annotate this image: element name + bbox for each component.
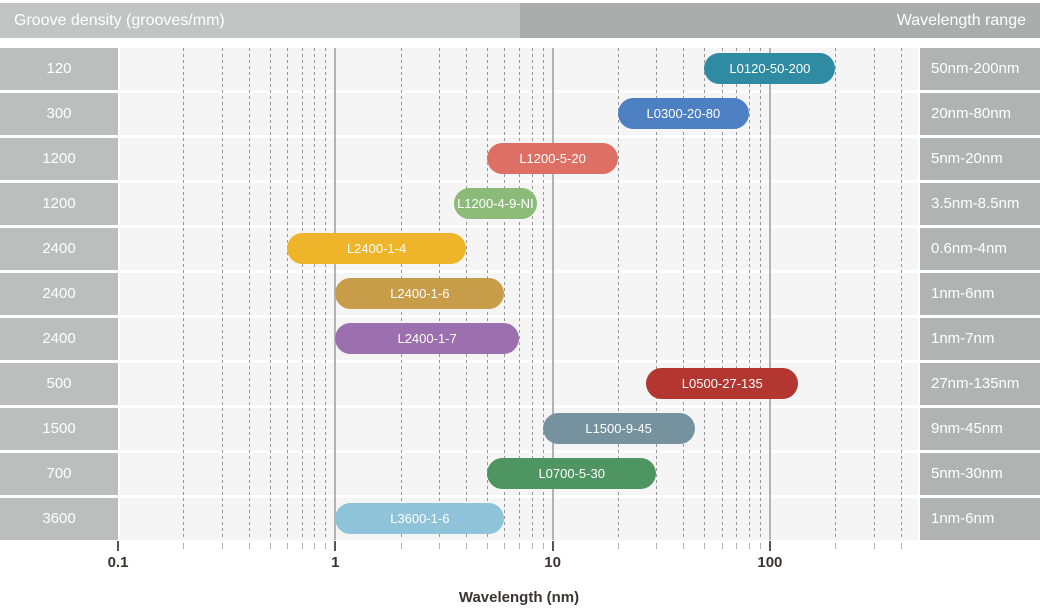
row-plot-strip: L2400-1-7	[120, 318, 918, 360]
row-plot-strip: L0300-20-80	[120, 93, 918, 135]
axis-minor-tick	[487, 543, 489, 549]
axis-minor-tick	[438, 543, 440, 549]
groove-density-cell: 1500	[0, 408, 118, 450]
axis-minor-tick	[873, 543, 875, 549]
groove-density-header: Groove density (grooves/mm)	[0, 3, 520, 38]
groove-density-cell: 3600	[0, 498, 118, 540]
axis-major-tick	[117, 541, 119, 551]
axis-major-tick	[551, 541, 554, 551]
wavelength-range-cell: 5nm-20nm	[920, 138, 1040, 180]
axis-minor-tick	[704, 543, 706, 549]
axis-minor-tick	[287, 543, 289, 549]
axis-minor-tick	[759, 543, 761, 549]
axis-tick-label: 0.1	[107, 554, 129, 571]
groove-density-cell: 2400	[0, 273, 118, 315]
grating-range-bar: L2400-1-4	[287, 233, 467, 264]
axis-minor-tick	[835, 543, 837, 549]
axis-minor-tick	[748, 543, 750, 549]
wavelength-range-cell: 1nm-6nm	[920, 273, 1040, 315]
axis-major-tick	[334, 541, 337, 551]
groove-density-cell: 2400	[0, 318, 118, 360]
axis-minor-tick	[301, 543, 303, 549]
row-plot-strip: L1200-4-9-NI	[120, 183, 918, 225]
axis-tick-label: 10	[544, 554, 561, 571]
grating-range-bar: L2400-1-6	[335, 278, 505, 309]
axis-minor-tick	[325, 543, 327, 549]
groove-density-cell: 1200	[0, 138, 118, 180]
grating-range-bar: L1500-9-45	[542, 413, 695, 444]
axis-minor-tick	[721, 543, 723, 549]
grating-range-bar: L0300-20-80	[618, 98, 749, 129]
axis-minor-tick	[504, 543, 506, 549]
row-plot-strip: L3600-1-6	[120, 498, 918, 540]
axis-minor-tick	[518, 543, 520, 549]
axis-minor-tick	[900, 543, 902, 549]
wavelength-range-header: Wavelength range	[520, 3, 1040, 38]
row-plot-strip: L0500-27-135	[120, 363, 918, 405]
wavelength-range-cell: 27nm-135nm	[920, 363, 1040, 405]
axis-minor-tick	[269, 543, 271, 549]
axis-minor-tick	[618, 543, 619, 549]
wavelength-range-cell: 5nm-30nm	[920, 453, 1040, 495]
grating-range-bar: L0120-50-200	[704, 53, 836, 84]
wavelength-range-cell: 1nm-7nm	[920, 318, 1040, 360]
axis-minor-tick	[542, 543, 544, 549]
wavelength-range-cell: 3.5nm-8.5nm	[920, 183, 1040, 225]
grating-range-bar: L0500-27-135	[646, 368, 799, 399]
axis-minor-tick	[248, 543, 250, 549]
axis-minor-tick	[221, 543, 223, 549]
axis-minor-tick	[400, 543, 402, 549]
axis-tick-label: 100	[757, 554, 783, 571]
axis-minor-tick	[531, 543, 533, 549]
groove-density-cell: 300	[0, 93, 118, 135]
groove-density-cell: 1200	[0, 183, 118, 225]
grating-range-bar: L3600-1-6	[335, 503, 505, 534]
row-plot-strip: L2400-1-6	[120, 273, 918, 315]
row-plot-strip: L0120-50-200	[120, 48, 918, 90]
wavelength-range-cell: 20nm-80nm	[920, 93, 1040, 135]
row-plot-strip: L1500-9-45	[120, 408, 918, 450]
axis-tick-label: 1	[331, 554, 340, 571]
axis-minor-tick	[466, 543, 468, 549]
groove-density-cell: 120	[0, 48, 118, 90]
grating-range-bar: L1200-4-9-NI	[453, 188, 538, 219]
wavelength-range-cell: 0.6nm-4nm	[920, 228, 1040, 270]
groove-density-cell: 700	[0, 453, 118, 495]
grating-range-bar: L1200-5-20	[487, 143, 618, 174]
axis-minor-tick	[656, 543, 658, 549]
wavelength-range-cell: 9nm-45nm	[920, 408, 1040, 450]
wavelength-range-cell: 50nm-200nm	[920, 48, 1040, 90]
axis-minor-tick	[736, 543, 738, 549]
row-plot-strip: L1200-5-20	[120, 138, 918, 180]
row-plot-strip: L2400-1-4	[120, 228, 918, 270]
grating-range-bar: L0700-5-30	[487, 458, 657, 489]
axis-minor-tick	[683, 543, 685, 549]
row-plot-strip: L0700-5-30	[120, 453, 918, 495]
groove-density-cell: 500	[0, 363, 118, 405]
axis-minor-tick	[314, 543, 316, 549]
axis-major-tick	[768, 541, 771, 551]
axis-minor-tick	[183, 543, 185, 549]
x-axis-title: Wavelength (nm)	[458, 589, 580, 606]
wavelength-range-cell: 1nm-6nm	[920, 498, 1040, 540]
grating-range-bar: L2400-1-7	[335, 323, 519, 354]
groove-density-cell: 2400	[0, 228, 118, 270]
